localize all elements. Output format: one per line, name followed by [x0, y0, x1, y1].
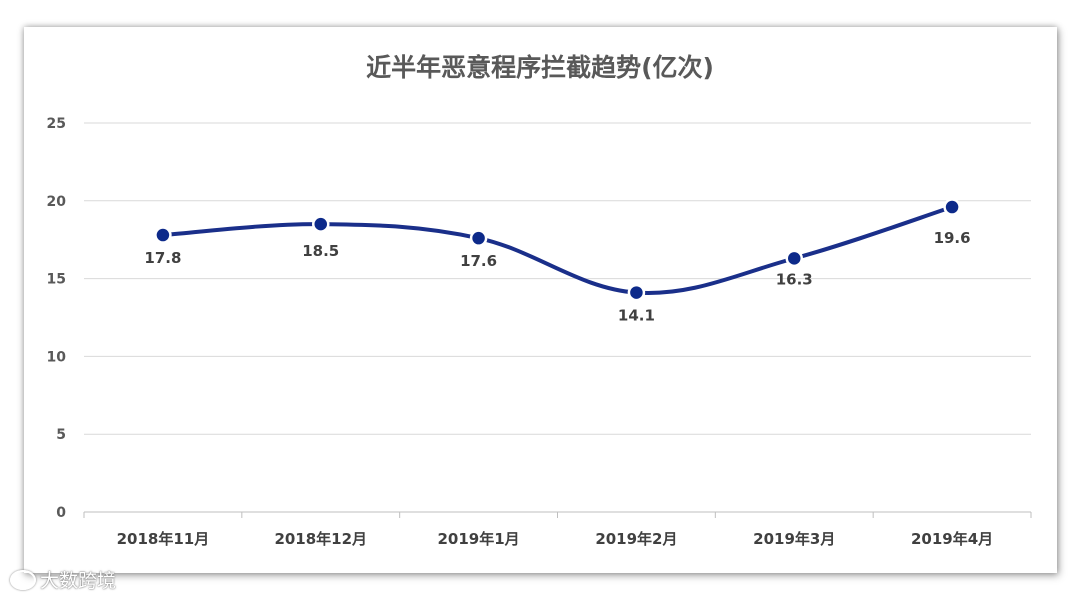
- series-line: [160, 205, 955, 295]
- logo-icon: [10, 569, 36, 590]
- data-label: 18.5: [302, 242, 339, 260]
- y-tick-label: 20: [47, 194, 67, 210]
- data-label: 17.8: [144, 249, 181, 267]
- data-labels: 17.8 18.5 17.6 14.1 16.3 19.6: [144, 229, 970, 325]
- y-tick-label: 0: [56, 505, 66, 521]
- data-label: 14.1: [618, 307, 655, 325]
- watermark-text: 大数跨境: [40, 570, 117, 592]
- data-point: [943, 198, 961, 216]
- x-tick-label: 2018年12月: [274, 530, 367, 548]
- y-tick-label: 5: [56, 427, 66, 443]
- y-axis: 0 5 10 15 20 25: [47, 116, 67, 521]
- data-label: 19.6: [934, 229, 971, 247]
- data-label: 16.3: [776, 270, 813, 288]
- gridlines: [84, 122, 1031, 513]
- x-tick-label: 2019年3月: [753, 530, 835, 548]
- series-markers: [154, 198, 961, 302]
- data-label: 17.6: [460, 252, 497, 270]
- chart-card: [24, 27, 1057, 573]
- x-tick-label: 2018年11月: [117, 530, 210, 548]
- data-point: [154, 226, 172, 244]
- chart-title: 近半年恶意程序拦截趋势(亿次): [366, 53, 714, 82]
- watermark: 大数跨境: [10, 566, 116, 593]
- x-tick-label: 2019年1月: [437, 530, 519, 548]
- x-axis: 2018年11月 2018年12月 2019年1月 2019年2月 2019年3月 201…: [83, 511, 1032, 548]
- data-point: [785, 249, 803, 268]
- x-tick-label: 2019年2月: [595, 530, 677, 548]
- x-tick-label: 2019年4月: [911, 530, 993, 548]
- y-tick-label: 15: [47, 272, 66, 288]
- y-tick-label: 10: [47, 349, 67, 365]
- data-point: [627, 283, 646, 302]
- y-tick-label: 25: [47, 116, 66, 132]
- data-point: [312, 215, 330, 233]
- data-point: [469, 229, 488, 247]
